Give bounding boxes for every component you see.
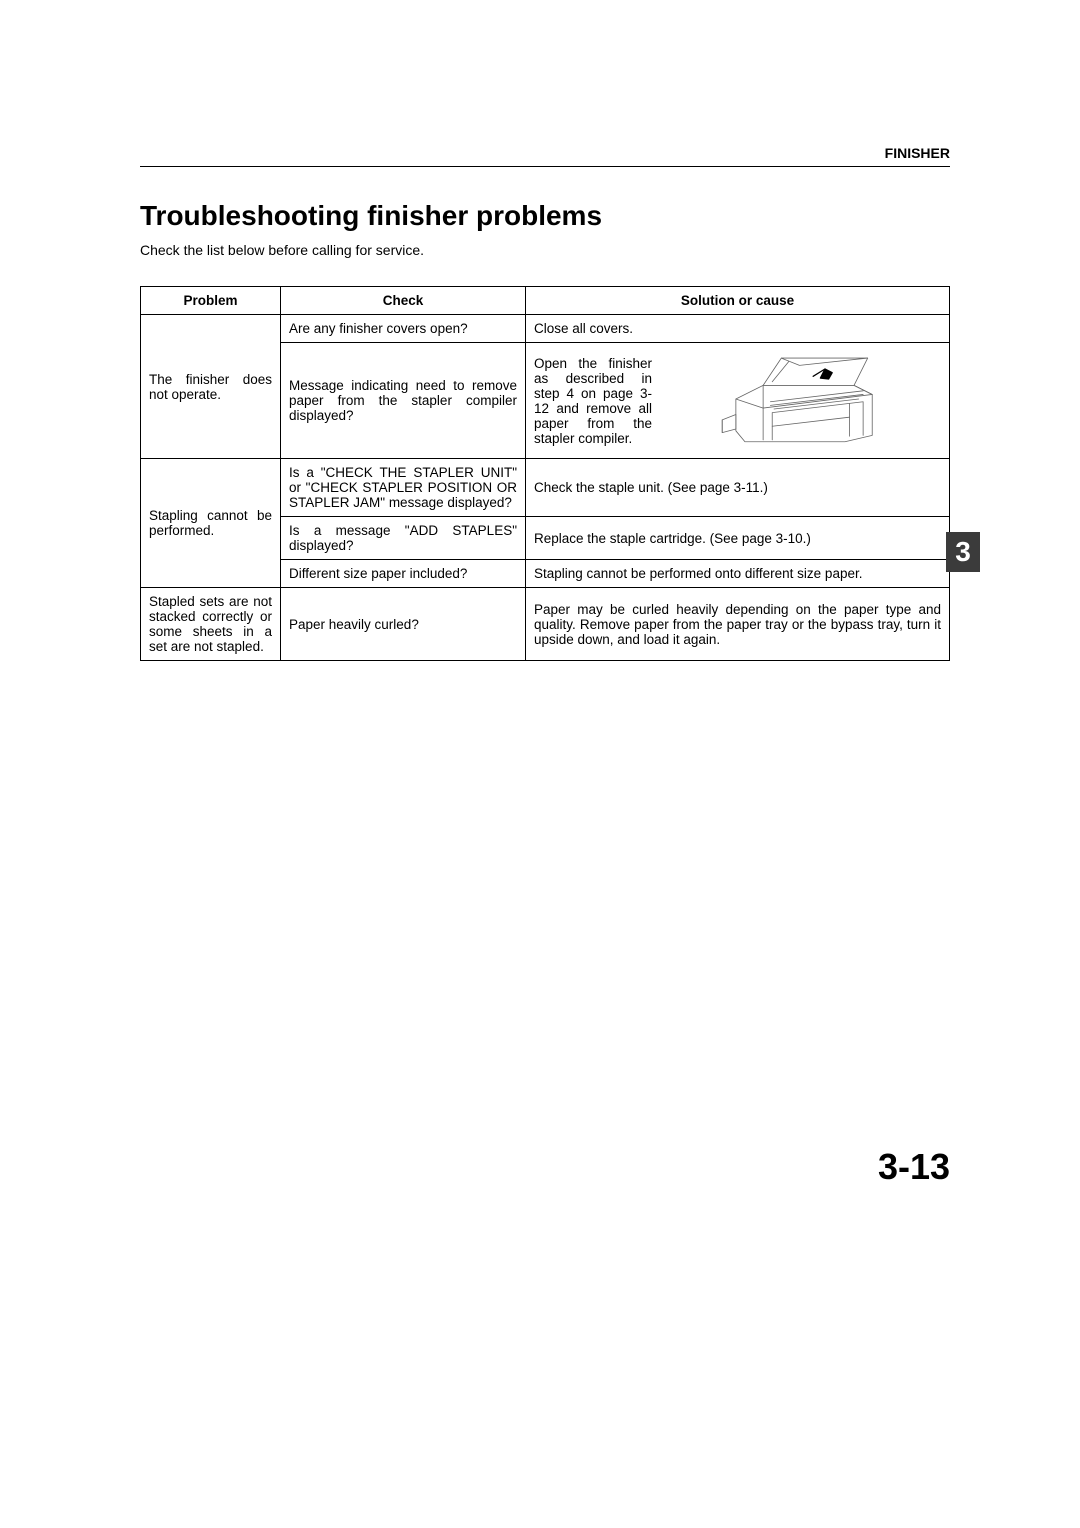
cell-check: Message indicating need to remove paper … bbox=[281, 343, 526, 459]
solution-text: Open the finisher as described in step 4… bbox=[534, 356, 652, 446]
cell-check: Are any finisher covers open? bbox=[281, 315, 526, 343]
finisher-diagram bbox=[658, 349, 941, 452]
cell-solution: Open the finisher as described in step 4… bbox=[526, 343, 950, 459]
page-container: FINISHER Troubleshooting finisher proble… bbox=[0, 0, 1080, 1528]
page-subtitle: Check the list below before calling for … bbox=[140, 242, 950, 258]
cell-problem: Stapled sets are not stacked correctly o… bbox=[141, 588, 281, 661]
table-row: Stapling cannot be performed. Is a "CHEC… bbox=[141, 459, 950, 517]
header-rule bbox=[140, 166, 950, 167]
troubleshooting-table: Problem Check Solution or cause The fini… bbox=[140, 286, 950, 661]
cell-check: Different size paper included? bbox=[281, 560, 526, 588]
chapter-number: 3 bbox=[955, 536, 971, 568]
page-title: Troubleshooting finisher problems bbox=[140, 200, 950, 232]
table-row: Stapled sets are not stacked correctly o… bbox=[141, 588, 950, 661]
page-number: 3-13 bbox=[878, 1146, 950, 1188]
cell-check: Paper heavily curled? bbox=[281, 588, 526, 661]
table-row: The finisher does not operate. Are any f… bbox=[141, 315, 950, 343]
col-solution: Solution or cause bbox=[526, 287, 950, 315]
col-problem: Problem bbox=[141, 287, 281, 315]
chapter-tab: 3 bbox=[946, 532, 980, 572]
col-check: Check bbox=[281, 287, 526, 315]
cell-problem: The finisher does not operate. bbox=[141, 315, 281, 459]
cell-solution: Paper may be curled heavily depending on… bbox=[526, 588, 950, 661]
cell-check: Is a "CHECK THE STAPLER UNIT" or "CHECK … bbox=[281, 459, 526, 517]
cell-solution: Check the staple unit. (See page 3-11.) bbox=[526, 459, 950, 517]
cell-solution: Replace the staple cartridge. (See page … bbox=[526, 517, 950, 560]
header-section-label: FINISHER bbox=[885, 145, 950, 161]
cell-solution: Stapling cannot be performed onto differ… bbox=[526, 560, 950, 588]
cell-check: Is a message "ADD STAPLES" displayed? bbox=[281, 517, 526, 560]
cell-problem: Stapling cannot be performed. bbox=[141, 459, 281, 588]
cell-solution: Close all covers. bbox=[526, 315, 950, 343]
table-header-row: Problem Check Solution or cause bbox=[141, 287, 950, 315]
